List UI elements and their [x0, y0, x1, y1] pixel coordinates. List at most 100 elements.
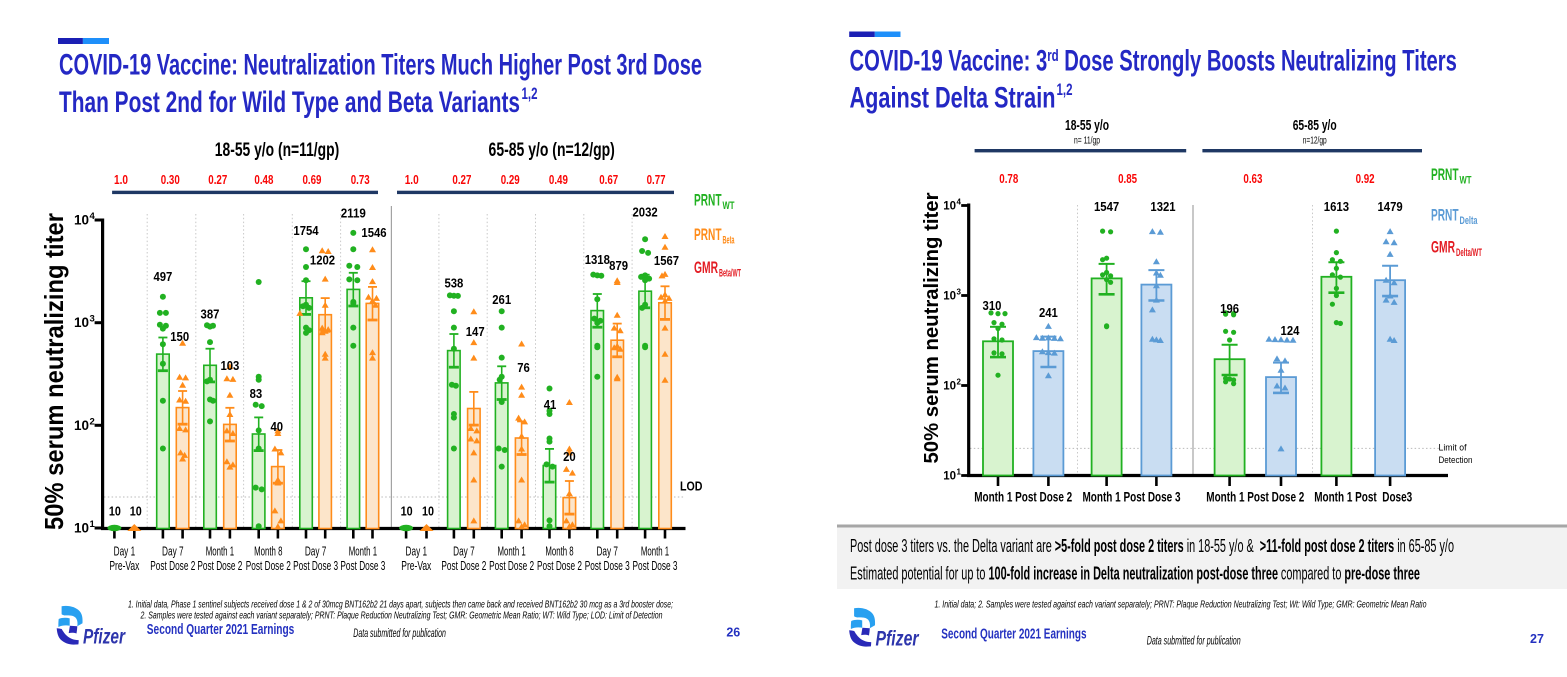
svg-text:Post Dose 3: Post Dose 3: [585, 559, 630, 573]
svg-text:196: 196: [1220, 301, 1239, 316]
svg-text:PRNT: PRNT: [1431, 206, 1459, 225]
svg-text:Dose Strongly Boosts Neutraliz: Dose Strongly Boosts Neutralizing Titers: [1059, 45, 1457, 78]
svg-text:1,2: 1,2: [1057, 80, 1073, 99]
svg-text:Than Post 2nd for Wild Type an: Than Post 2nd for Wild Type and Beta Var…: [59, 86, 520, 119]
svg-text:124: 124: [1281, 323, 1301, 338]
svg-text:in 18-55 y/o &: in 18-55 y/o &: [1184, 536, 1260, 556]
svg-text:0.48: 0.48: [254, 173, 273, 187]
svg-text:26: 26: [726, 625, 740, 639]
svg-text:241: 241: [1039, 305, 1058, 320]
svg-text:1613: 1613: [1324, 199, 1349, 214]
svg-text:10: 10: [943, 291, 956, 303]
svg-text:1,2: 1,2: [522, 84, 538, 103]
svg-text:>5-fold post dose 2 titers: >5-fold post dose 2 titers: [1055, 536, 1184, 556]
svg-text:Pfizer: Pfizer: [876, 628, 920, 651]
svg-text:2032: 2032: [633, 204, 658, 219]
svg-text:Delta/WT: Delta/WT: [1456, 247, 1482, 259]
svg-text:Data submitted for publication: Data submitted for publication: [353, 628, 446, 640]
svg-text:Pfizer: Pfizer: [83, 626, 126, 649]
svg-text:PRNT: PRNT: [1431, 165, 1459, 184]
svg-text:Month 1: Month 1: [349, 545, 377, 559]
svg-text:Month 8: Month 8: [254, 545, 282, 559]
svg-text:Pre-Vax: Pre-Vax: [109, 559, 140, 573]
svg-text:10: 10: [74, 315, 89, 330]
svg-text:3: 3: [90, 314, 95, 325]
svg-text:n=12/gp: n=12/gp: [1303, 135, 1327, 147]
svg-text:27: 27: [1530, 632, 1544, 646]
svg-text:1202: 1202: [310, 253, 335, 268]
svg-text:0.77: 0.77: [647, 173, 666, 187]
svg-text:Post Dose 2: Post Dose 2: [197, 559, 242, 573]
svg-text:Post Dose 2: Post Dose 2: [246, 559, 291, 573]
svg-text:10: 10: [130, 505, 142, 519]
svg-text:10: 10: [74, 521, 89, 536]
svg-text:65-85 y/o (n=12/gp): 65-85 y/o (n=12/gp): [489, 140, 615, 161]
svg-text:10: 10: [943, 471, 956, 483]
svg-text:20: 20: [563, 449, 576, 464]
svg-text:Detection: Detection: [1439, 455, 1473, 466]
svg-text:Post Dose 2: Post Dose 2: [537, 559, 582, 573]
svg-text:83: 83: [250, 386, 263, 401]
svg-text:1479: 1479: [1378, 199, 1403, 214]
svg-text:147: 147: [466, 324, 485, 339]
svg-text:Month 1 Post Dose 3: Month 1 Post Dose 3: [1083, 489, 1181, 505]
svg-text:Delta: Delta: [1460, 215, 1479, 227]
svg-text:0.92: 0.92: [1356, 172, 1375, 186]
svg-text:rd: rd: [1047, 46, 1059, 65]
svg-text:Day 1: Day 1: [114, 545, 136, 559]
svg-text:PRNT: PRNT: [694, 191, 722, 210]
svg-text:2: 2: [957, 378, 962, 387]
svg-text:1321: 1321: [1150, 199, 1175, 214]
svg-text:538: 538: [444, 275, 463, 290]
svg-text:1: 1: [90, 519, 96, 530]
svg-text:Month 1: Month 1: [497, 545, 525, 559]
svg-text:1754: 1754: [293, 223, 319, 238]
svg-text:387: 387: [201, 307, 220, 322]
svg-text:n= 11/gp: n= 11/gp: [1074, 135, 1100, 147]
svg-text:Second Quarter 2021 Earnings: Second Quarter 2021 Earnings: [147, 622, 294, 638]
svg-text:GMR: GMR: [1431, 238, 1455, 257]
svg-text:0.78: 0.78: [999, 172, 1018, 186]
svg-text:Second Quarter 2021 Earnings: Second Quarter 2021 Earnings: [941, 626, 1086, 642]
svg-text:COVID-19 Vaccine: Neutralizati: COVID-19 Vaccine: Neutralization Titers …: [59, 49, 702, 82]
svg-text:879: 879: [609, 258, 628, 273]
svg-text:1567: 1567: [654, 253, 679, 268]
svg-text:Beta: Beta: [723, 235, 735, 247]
svg-text:1547: 1547: [1094, 199, 1119, 214]
svg-text:1. Initial data, Phase 1 senti: 1. Initial data, Phase 1 sentinel subjec…: [128, 600, 673, 611]
svg-text:1. Initial data; 2. Samples we: 1. Initial data; 2. Samples were tested …: [935, 600, 1427, 611]
svg-text:Month 1 Post Dose3: Month 1 Post Dose3: [1314, 489, 1412, 505]
svg-text:103: 103: [220, 358, 239, 373]
svg-text:Day 1: Day 1: [406, 545, 428, 559]
svg-text:0.29: 0.29: [501, 173, 520, 187]
svg-text:Pre-Vax: Pre-Vax: [401, 559, 432, 573]
svg-text:Day 7: Day 7: [453, 545, 475, 559]
svg-text:in 65-85 y/o: in 65-85 y/o: [1394, 536, 1454, 556]
svg-text:Month 8: Month 8: [545, 545, 573, 559]
svg-text:Post dose 3 titers vs. the Del: Post dose 3 titers vs. the Delta variant…: [850, 536, 1055, 556]
svg-text:PRNT: PRNT: [694, 225, 722, 244]
svg-text:0.63: 0.63: [1243, 172, 1262, 186]
svg-text:0.73: 0.73: [351, 173, 370, 187]
svg-text:Beta/WT: Beta/WT: [719, 268, 741, 280]
svg-text:40: 40: [271, 419, 284, 434]
svg-text:76: 76: [517, 360, 530, 375]
svg-text:2: 2: [90, 416, 95, 427]
svg-text:261: 261: [492, 292, 511, 307]
svg-text:100-fold increase in Delta neu: 100-fold increase in Delta neutralizatio…: [989, 564, 1279, 584]
svg-text:1546: 1546: [361, 225, 386, 240]
svg-text:10: 10: [74, 418, 89, 433]
svg-text:50% serum neutralizing titer: 50% serum neutralizing titer: [921, 192, 943, 463]
svg-text:compared to: compared to: [1278, 564, 1345, 584]
svg-text:COVID-19 Vaccine: 3: COVID-19 Vaccine: 3: [850, 45, 1048, 78]
svg-text:0.27: 0.27: [452, 173, 471, 187]
svg-text:1.0: 1.0: [405, 173, 419, 187]
svg-text:Day 7: Day 7: [162, 545, 184, 559]
svg-text:50% serum neutralizing titer: 50% serum neutralizing titer: [39, 213, 69, 530]
svg-text:3: 3: [957, 288, 962, 297]
svg-text:41: 41: [544, 397, 557, 412]
svg-text:2119: 2119: [341, 205, 366, 220]
svg-text:0.69: 0.69: [303, 173, 322, 187]
svg-text:Month 1 Post Dose 2: Month 1 Post Dose 2: [1206, 489, 1304, 505]
svg-text:GMR: GMR: [694, 258, 718, 277]
